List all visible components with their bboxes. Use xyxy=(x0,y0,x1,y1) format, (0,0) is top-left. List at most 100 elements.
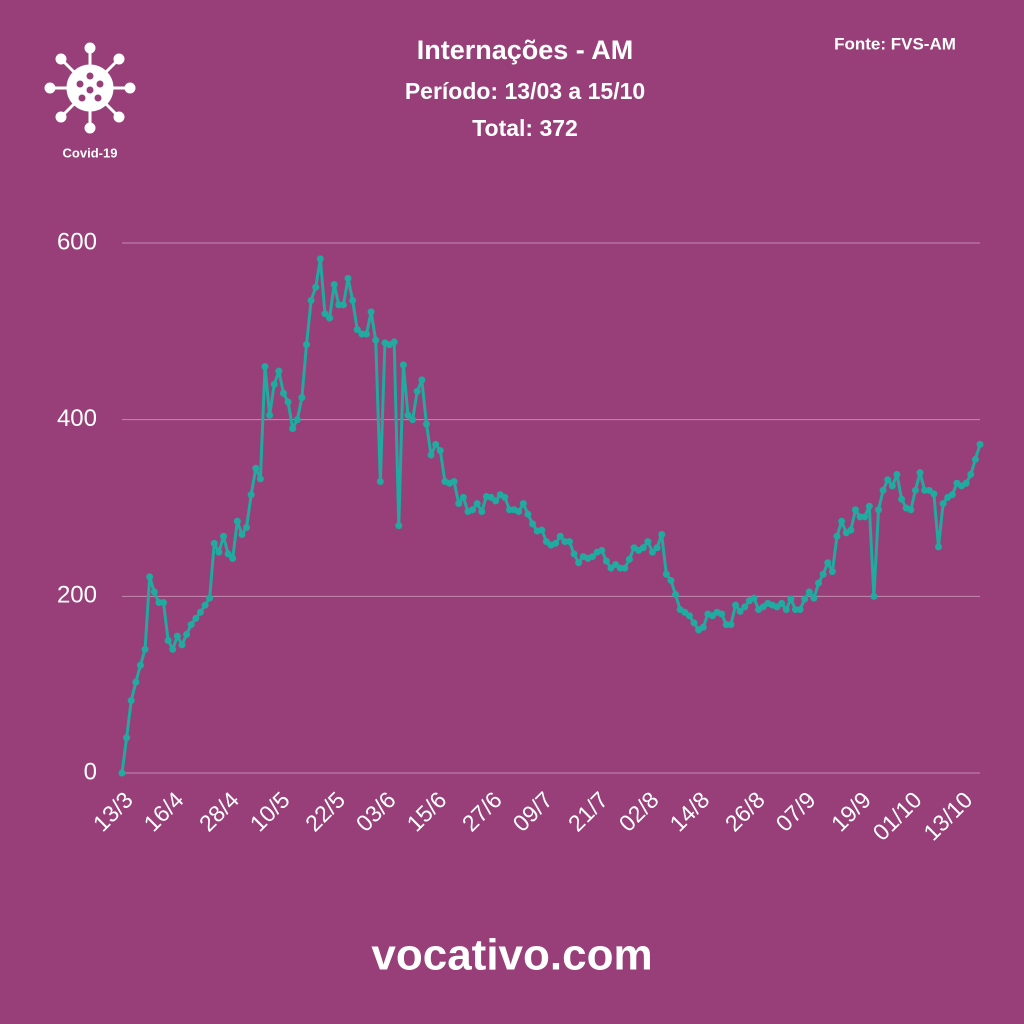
data-point xyxy=(284,398,292,406)
data-point xyxy=(344,274,352,282)
x-tick-label: 26/8 xyxy=(720,786,770,836)
data-point xyxy=(201,601,209,609)
data-point xyxy=(847,526,855,534)
data-point xyxy=(362,330,370,338)
x-tick-label: 22/5 xyxy=(300,786,350,836)
data-point xyxy=(473,500,481,508)
data-point xyxy=(741,603,749,611)
data-point xyxy=(164,637,172,644)
data-point xyxy=(353,326,361,334)
data-point xyxy=(432,440,440,448)
data-point xyxy=(916,469,924,477)
virus-icon xyxy=(44,42,136,134)
data-point xyxy=(833,532,841,540)
data-point xyxy=(865,502,873,510)
data-point xyxy=(210,539,218,547)
data-point xyxy=(621,564,629,572)
data-point xyxy=(538,526,546,534)
x-tick-label: 03/6 xyxy=(351,786,401,836)
data-point xyxy=(907,506,915,514)
data-point xyxy=(524,510,532,518)
data-point xyxy=(146,573,154,581)
x-tick-label: 09/7 xyxy=(508,786,558,836)
data-point xyxy=(727,621,735,629)
data-point xyxy=(390,338,398,346)
data-point xyxy=(160,599,168,607)
data-point xyxy=(828,568,836,576)
data-point xyxy=(810,594,818,602)
data-point xyxy=(123,734,131,742)
data-point xyxy=(732,601,740,609)
data-point xyxy=(565,538,573,546)
data-point xyxy=(178,641,186,649)
badge: Covid-19 xyxy=(63,145,118,160)
data-point xyxy=(934,543,942,551)
data-point xyxy=(570,550,578,558)
data-point xyxy=(639,544,647,552)
data-point xyxy=(183,630,191,638)
data-point xyxy=(879,486,887,494)
data-point xyxy=(824,559,832,567)
x-tick-label: 21/7 xyxy=(563,786,613,836)
y-tick-label: 200 xyxy=(57,582,97,609)
data-point xyxy=(399,361,407,369)
x-tick-label: 01/10 xyxy=(868,786,927,845)
data-point xyxy=(948,491,956,499)
data-point xyxy=(187,621,195,629)
x-tick-label: 16/4 xyxy=(139,786,189,836)
data-point xyxy=(247,491,255,499)
data-point xyxy=(898,495,906,503)
data-point xyxy=(127,697,135,705)
data-point xyxy=(275,367,283,375)
data-point xyxy=(436,447,444,455)
data-point xyxy=(815,579,823,587)
data-point xyxy=(672,591,680,599)
x-tick-label: 28/4 xyxy=(194,786,244,836)
data-point xyxy=(169,645,177,653)
data-point xyxy=(372,336,380,344)
data-point xyxy=(312,283,320,291)
data-point xyxy=(196,608,204,616)
data-point xyxy=(778,599,786,607)
data-point xyxy=(602,557,610,565)
data-point xyxy=(450,478,458,485)
data-point xyxy=(339,301,347,309)
data-point xyxy=(625,555,633,563)
data-point xyxy=(911,486,919,494)
data-point xyxy=(529,520,537,528)
data-point xyxy=(805,588,813,596)
footer: vocativo.com xyxy=(371,931,652,980)
x-tick-label: 27/6 xyxy=(457,786,507,836)
data-point xyxy=(118,769,126,777)
data-point xyxy=(307,296,315,304)
data-point xyxy=(967,470,975,478)
data-point xyxy=(293,416,301,424)
data-point xyxy=(658,531,666,538)
y-tick-label: 400 xyxy=(57,405,97,432)
subtitle: Período: 13/03 a 15/10 xyxy=(405,78,645,104)
data-point xyxy=(782,606,790,614)
data-point xyxy=(150,588,158,596)
data-point xyxy=(888,482,896,490)
data-point xyxy=(801,595,809,603)
data-point xyxy=(289,425,297,432)
data-point xyxy=(501,493,509,501)
data-point xyxy=(939,500,947,508)
data-point xyxy=(330,281,338,289)
data-point xyxy=(718,610,726,618)
data-point xyxy=(367,308,375,316)
data-point xyxy=(552,539,560,547)
x-tick-label: 14/8 xyxy=(664,786,714,836)
data-point xyxy=(589,553,597,561)
data-point xyxy=(478,508,486,516)
data-point xyxy=(136,661,144,669)
data-point xyxy=(971,455,979,463)
data-point xyxy=(644,538,652,546)
data-point xyxy=(413,387,421,395)
source: Fonte: FVS-AM xyxy=(834,34,956,53)
data-point xyxy=(243,523,251,531)
data-point xyxy=(515,508,523,516)
x-tick-label: 10/5 xyxy=(245,786,295,836)
data-point xyxy=(796,606,804,614)
